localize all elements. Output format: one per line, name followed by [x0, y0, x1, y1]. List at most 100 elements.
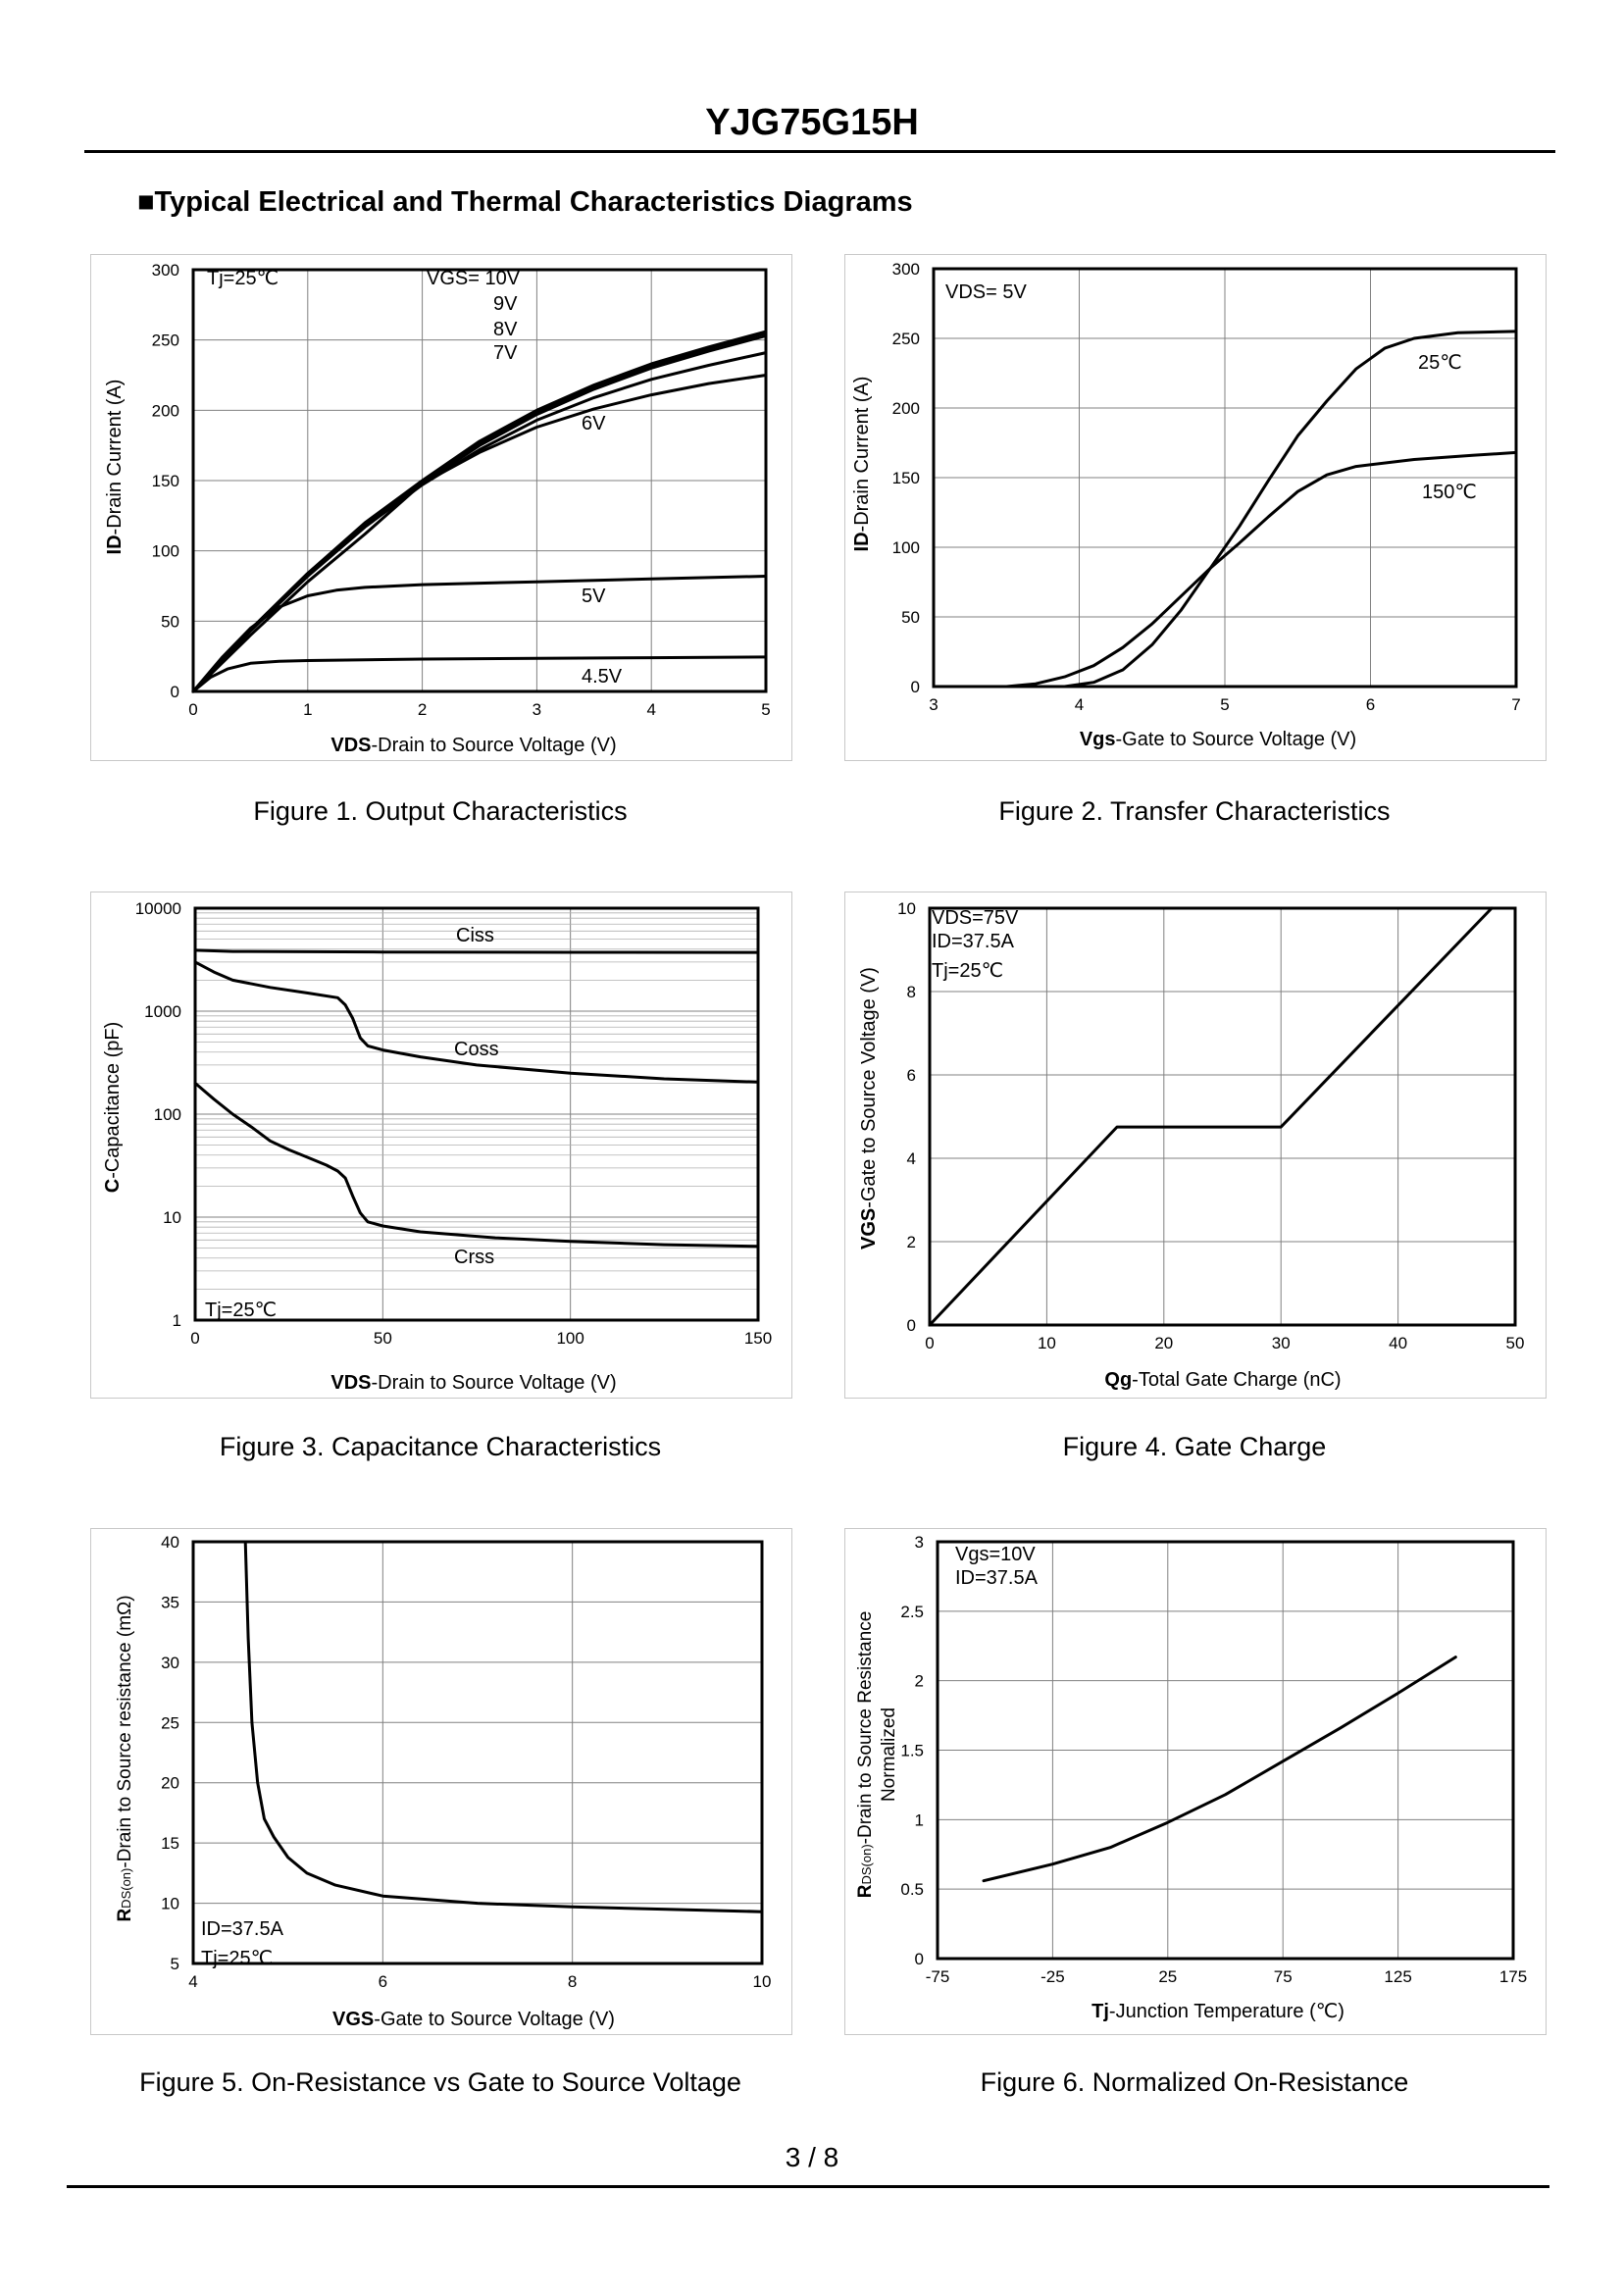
x-tick-label: -25	[1040, 1967, 1065, 1986]
series-line-vgs-10v	[191, 330, 768, 693]
y-tick-label: 5	[171, 1955, 179, 1973]
y-tick-label: 0	[911, 678, 920, 696]
y-tick-label: 250	[152, 331, 179, 350]
y-tick-label: 100	[154, 1105, 181, 1124]
x-tick-label: 4	[188, 1972, 197, 1991]
figure-6-chart: -75 -25 25 75 125 175 0 0.5 1 1.5 2 2.5 3 Tj-Junctio…	[855, 1533, 1527, 2022]
x-tick-label: 4	[646, 700, 655, 719]
x-tick-label: 20	[1154, 1334, 1173, 1352]
figure-5-x-axis-label: VGS-Gate to Source Voltage (V)	[332, 2009, 615, 2030]
x-tick-label: 8	[568, 1972, 577, 1991]
y-tick-label: 100	[892, 538, 920, 557]
y-tick-label: 0.5	[900, 1880, 924, 1899]
x-tick-label: 1	[303, 700, 312, 719]
figure-2-chart: 3 4 5 6 7 0 50 100 150 200 250 300 Vgs-Gate to Sour…	[851, 260, 1521, 750]
figure-4-tj-label: Tj=25℃	[932, 960, 1003, 982]
figure-2-25c-label: 25℃	[1418, 352, 1462, 374]
x-tick-label: 3	[929, 695, 938, 714]
x-tick-label: 25	[1158, 1967, 1177, 1986]
x-tick-label: 3	[533, 700, 541, 719]
y-tick-label: 2.5	[900, 1603, 924, 1621]
section-title: ■Typical Electrical and Thermal Characte…	[137, 186, 913, 218]
figure-1-vgs7-label: 7V	[493, 342, 518, 364]
series-line-coss	[193, 960, 760, 1084]
page-number: 3 / 8	[785, 2142, 839, 2172]
x-tick-label: 40	[1389, 1334, 1407, 1352]
figure-3-caption: Figure 3. Capacitance Characteristics	[219, 1432, 662, 1461]
figure-5-chart: 4 6 8 10 5 10 15 20 25 30 35 40 VGS-Gate to Source …	[115, 1533, 772, 2030]
figure-3-plot-frame	[193, 906, 760, 1322]
x-tick-label: 10	[1038, 1334, 1056, 1352]
figure-6-curves	[982, 1656, 1457, 1883]
x-tick-label: 30	[1272, 1334, 1291, 1352]
figure-2-x-axis-label: Vgs-Gate to Source Voltage (V)	[1080, 729, 1356, 750]
figure-4-x-axis-label: Qg-Total Gate Charge (nC)	[1104, 1369, 1341, 1391]
figure-5-curves	[243, 1540, 764, 1913]
x-tick-label: 75	[1274, 1967, 1293, 1986]
figure-6-id-label: ID=37.5A	[955, 1567, 1039, 1589]
figure-2-plot-frame	[932, 267, 1518, 688]
figure-4-frame: 0 10 20 30 40 50 0 2 4 6 8 10 Qg-Total Gate Charge …	[844, 892, 1547, 1399]
series-line-25-	[1063, 330, 1518, 688]
figure-3-crss-label: Crss	[454, 1247, 494, 1268]
series-line-rds-on-	[243, 1540, 764, 1913]
x-tick-label: 6	[1366, 695, 1375, 714]
figure-1-x-axis-label: VDS-Drain to Source Voltage (V)	[330, 735, 616, 756]
y-tick-label: 50	[901, 608, 920, 627]
figure-4-curves	[928, 906, 1494, 1327]
series-line-9v	[191, 331, 768, 693]
y-tick-label: 4	[907, 1149, 916, 1168]
figure-2-caption: Figure 2. Transfer Characteristics	[998, 796, 1391, 826]
y-tick-label: 8	[907, 983, 916, 1001]
x-tick-label: 100	[556, 1329, 584, 1348]
figure-2-vds-label: VDS= 5V	[945, 281, 1027, 303]
figure-3-x-axis-label: VDS-Drain to Source Voltage (V)	[330, 1372, 616, 1394]
figure-1-curves	[191, 330, 768, 693]
y-tick-label: 25	[161, 1713, 179, 1732]
y-tick-label: 1	[173, 1311, 181, 1330]
series-line-7v	[191, 351, 768, 693]
figure-1-gridlines	[192, 269, 767, 692]
y-tick-label: 10	[163, 1208, 181, 1227]
y-tick-label: 20	[161, 1774, 179, 1793]
figure-3-curves	[193, 948, 760, 1249]
figure-2-tick-labels: 3 4 5 6 7 0 50 100 150 200 250 300	[892, 260, 1521, 714]
x-tick-label: 50	[1506, 1334, 1525, 1352]
x-tick-label: 0	[190, 1329, 199, 1348]
figure-6-frame: -75 -25 25 75 125 175 0 0.5 1 1.5 2 2.5 3 Tj-Junctio…	[844, 1528, 1547, 2035]
figure-4-gridlines	[929, 907, 1516, 1326]
x-tick-label: 0	[188, 700, 197, 719]
y-tick-label: 200	[152, 401, 179, 420]
y-tick-label: 15	[161, 1834, 179, 1853]
y-tick-label: 1	[915, 1810, 924, 1829]
x-tick-label: 5	[761, 700, 770, 719]
y-tick-label: 10	[897, 899, 916, 918]
series-line-6v	[191, 374, 768, 693]
figure-2-y-axis-label: ID-Drain Current (A)	[851, 377, 873, 552]
figure-1-vgs45-label: 4.5V	[582, 666, 623, 688]
x-tick-label: 6	[379, 1972, 387, 1991]
figure-4-chart: 0 10 20 30 40 50 0 2 4 6 8 10 Qg-Total Gate Charge …	[858, 899, 1524, 1391]
figure-4-tick-labels: 0 10 20 30 40 50 0 2 4 6 8 10	[897, 899, 1524, 1352]
figure-2-150c-label: 150℃	[1422, 482, 1477, 503]
figure-4-id-label: ID=37.5A	[932, 931, 1015, 952]
y-tick-label: 0	[915, 1950, 924, 1968]
figure-1-frame: 0 1 2 3 4 5 0 50 100 150 200 250 300 VDS-Drain to So…	[90, 254, 792, 761]
figure-1-vgs10-label: VGS= 10V	[427, 268, 521, 289]
figure-4-y-axis-label: VGS-Gate to Source Voltage (V)	[858, 967, 880, 1249]
x-tick-label: 10	[753, 1972, 772, 1991]
figure-3-coss-label: Coss	[454, 1039, 499, 1060]
y-tick-label: 2	[907, 1233, 916, 1251]
series-line-150-	[1004, 450, 1518, 688]
figure-2-gridlines	[933, 268, 1517, 688]
x-tick-label: 150	[744, 1329, 772, 1348]
figure-5-y-axis-label: RDS(on)-Drain to Source resistance (mΩ)	[115, 1595, 135, 1921]
y-tick-label: 6	[907, 1066, 916, 1085]
figure-5-caption: Figure 5. On-Resistance vs Gate to Sourc…	[139, 2067, 741, 2097]
figure-1-vgs6-label: 6V	[582, 413, 606, 434]
figure-5-frame: 4 6 8 10 5 10 15 20 25 30 35 40 VGS-Gate to Source …	[90, 1528, 792, 2035]
figure-5-tj-label: Tj=25℃	[201, 1948, 273, 1969]
figure-3-tick-labels: 0 50 100 150 1 10 100 1000 10000	[135, 899, 772, 1348]
figure-2-frame: 3 4 5 6 7 0 50 100 150 200 250 300 Vgs-Gate to Sour…	[844, 254, 1547, 761]
